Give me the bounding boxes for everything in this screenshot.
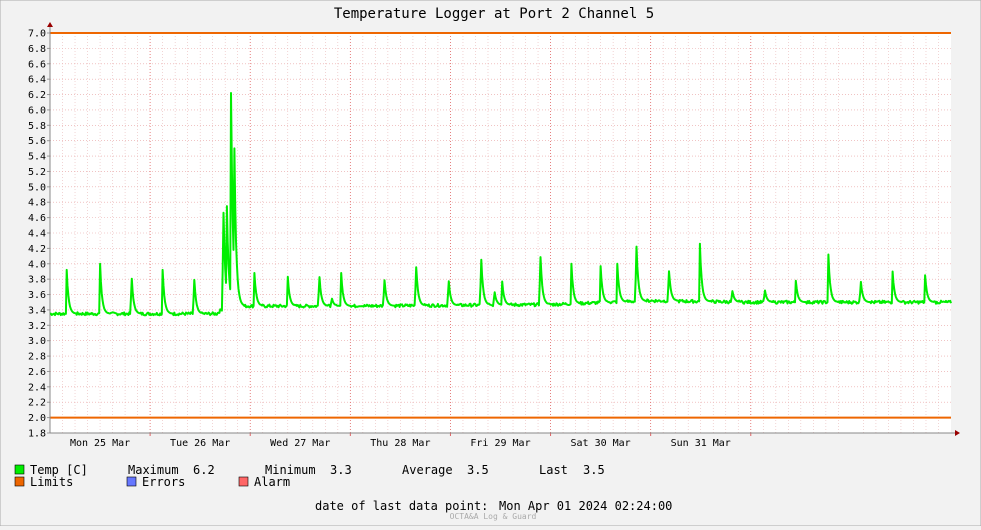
series-layer <box>49 92 952 317</box>
x-tick-label: Wed 27 Mar <box>270 438 330 449</box>
legend-swatch-limits <box>14 476 25 487</box>
y-axis-arrow <box>47 22 53 27</box>
y-tick-label: 3.2 <box>28 321 46 332</box>
x-axis-arrow <box>955 430 960 436</box>
y-tick-label: 5.4 <box>28 152 46 163</box>
y-tick-label: 3.0 <box>28 336 46 347</box>
legend-last-label: Last <box>539 463 568 477</box>
legend-swatch-temp <box>14 464 25 475</box>
legend-average-value: 3.5 <box>467 463 489 477</box>
series-line-temp <box>49 92 952 317</box>
y-tick-label: 2.2 <box>28 398 46 409</box>
x-tick-label: Tue 26 Mar <box>170 438 230 449</box>
y-tick-label: 6.2 <box>28 90 46 101</box>
x-tick-label: Thu 28 Mar <box>370 438 430 449</box>
y-tick-label: 4.0 <box>28 259 46 270</box>
y-tick-label: 6.0 <box>28 105 46 116</box>
legend-swatch-alarm <box>238 476 249 487</box>
y-tick-label: 2.4 <box>28 382 46 393</box>
y-tick-label: 7.0 <box>28 29 46 40</box>
y-tick-label: 2.6 <box>28 367 46 378</box>
watermark: OCTA&A Log & Guard <box>450 512 537 521</box>
y-tick-label: 3.8 <box>28 275 46 286</box>
y-tick-label: 3.4 <box>28 305 46 316</box>
legend-limits-label: Limits <box>30 475 73 489</box>
y-tick-label: 2.0 <box>28 413 46 424</box>
legend-errors-label: Errors <box>142 475 185 489</box>
x-tick-label: Fri 29 Mar <box>470 438 530 449</box>
y-tick-label: 2.8 <box>28 352 46 363</box>
legend-minimum-value: 3.3 <box>330 463 352 477</box>
legend-maximum-value: 6.2 <box>193 463 215 477</box>
x-tick-label: Sat 30 Mar <box>571 438 631 449</box>
x-tick-labels: Mon 25 Mar Tue 26 Mar Wed 27 Mar Thu 28 Mar… <box>70 438 731 449</box>
legend-maximum-label: Maximum <box>128 463 179 477</box>
legend-minimum-label: Minimum <box>265 463 316 477</box>
y-tick-label: 5.6 <box>28 136 46 147</box>
axes <box>47 22 960 436</box>
y-tick-label: 4.2 <box>28 244 46 255</box>
legend-swatch-errors <box>126 476 137 487</box>
legend-last-value: 3.5 <box>583 463 605 477</box>
x-tick-label: Mon 25 Mar <box>70 438 130 449</box>
grid <box>47 32 951 436</box>
legend-average-label: Average <box>402 463 453 477</box>
y-tick-label: 5.2 <box>28 167 46 178</box>
y-tick-label: 4.6 <box>28 213 46 224</box>
y-tick-label: 6.8 <box>28 44 46 55</box>
x-tick-label: Sun 31 Mar <box>671 438 731 449</box>
legend-alarm-label: Alarm <box>254 475 290 489</box>
last-data-point-label: date of last data point: <box>315 499 488 513</box>
y-tick-label: 4.4 <box>28 229 46 240</box>
y-tick-label: 1.8 <box>28 429 46 440</box>
y-tick-label: 5.8 <box>28 121 46 132</box>
y-tick-label: 6.4 <box>28 75 46 86</box>
y-tick-labels: 1.8 2.0 2.2 2.4 2.6 2.8 3.0 3.2 3.4 3.6 3.8 4.0 4.2 4… <box>28 29 46 440</box>
legend-temp-label: Temp [C] <box>30 463 88 477</box>
chart-title: Temperature Logger at Port 2 Channel 5 <box>334 6 654 22</box>
last-data-point-value: Mon Apr 01 2024 02:24:00 <box>499 499 672 513</box>
y-tick-label: 3.6 <box>28 290 46 301</box>
y-tick-label: 5.0 <box>28 182 46 193</box>
limit-lines <box>50 32 951 419</box>
y-tick-label: 6.6 <box>28 59 46 70</box>
y-tick-label: 4.8 <box>28 198 46 209</box>
